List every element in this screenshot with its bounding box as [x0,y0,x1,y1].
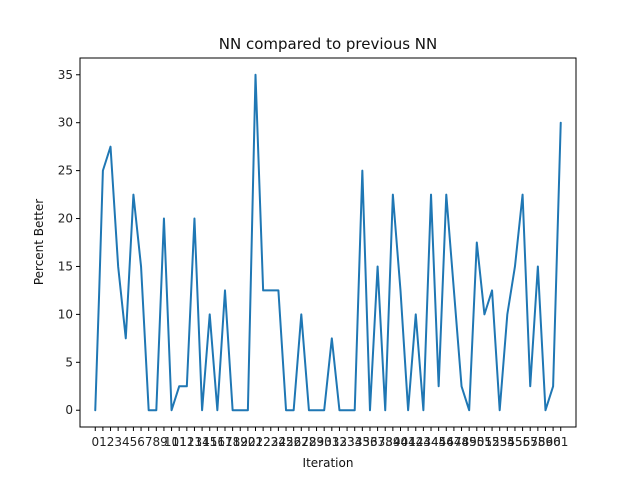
x-tick-label: 38 [378,435,393,449]
y-tick-label: 10 [58,307,73,321]
x-tick-label: 55 [507,435,522,449]
x-tick-label: 6 [137,435,145,449]
x-tick-label: 41 [400,435,415,449]
x-tick-label: 4 [122,435,130,449]
x-tick-label: 43 [416,435,431,449]
x-tick-label: 10 [164,435,179,449]
x-tick-label: 54 [500,435,515,449]
x-tick-label: 40 [393,435,408,449]
x-tick-label: 16 [210,435,225,449]
x-tick-label: 25 [278,435,293,449]
x-tick-label: 51 [477,435,492,449]
y-tick-label: 35 [58,68,73,82]
x-tick-label: 30 [317,435,332,449]
x-tick-label: 39 [385,435,400,449]
x-tick-label: 5 [130,435,138,449]
x-tick-label: 23 [263,435,278,449]
x-tick-label: 21 [248,435,263,449]
y-tick-label: 25 [58,164,73,178]
plot-frame [79,57,577,428]
x-tick-label: 34 [347,435,362,449]
x-tick-label: 28 [301,435,316,449]
x-tick-label: 60 [545,435,560,449]
y-axis-title: Percent Better [32,199,46,285]
x-tick-label: 52 [484,435,499,449]
x-tick-label: 58 [530,435,545,449]
x-tick-label: 9 [160,435,168,449]
x-tick-label: 7 [145,435,153,449]
x-tick-label: 31 [324,435,339,449]
x-tick-label: 37 [370,435,385,449]
x-tick-label: 56 [515,435,530,449]
x-tick-label: 61 [553,435,568,449]
x-tick-label: 20 [240,435,255,449]
x-tick-label: 57 [523,435,538,449]
x-tick-label: 46 [439,435,454,449]
x-tick-label: 35 [355,435,370,449]
x-tick-label: 1 [99,435,107,449]
x-tick-label: 32 [332,435,347,449]
x-tick-label: 45 [431,435,446,449]
x-tick-label: 33 [339,435,354,449]
y-tick-label: 15 [58,259,73,273]
x-tick-label: 17 [217,435,232,449]
y-tick-label: 0 [65,403,73,417]
x-tick-label: 42 [408,435,423,449]
x-tick-label: 13 [187,435,202,449]
x-tick-label: 27 [294,435,309,449]
chart-title: NN compared to previous NN [219,35,437,53]
x-tick-label: 12 [179,435,194,449]
x-tick-label: 15 [202,435,217,449]
x-tick-label: 0 [91,435,99,449]
x-tick-label: 59 [538,435,553,449]
x-tick-label: 11 [172,435,187,449]
x-tick-label: 36 [362,435,377,449]
x-axis-title: Iteration [303,456,354,470]
x-tick-label: 2 [107,435,115,449]
y-tick-label: 20 [58,212,73,226]
x-tick-label: 49 [462,435,477,449]
x-tick-label: 47 [446,435,461,449]
x-tick-label: 18 [225,435,240,449]
x-tick-label: 48 [454,435,469,449]
x-tick-label: 26 [286,435,301,449]
x-tick-label: 14 [194,435,209,449]
x-tick-label: 53 [492,435,507,449]
series-line [94,73,562,412]
y-tick-label: 5 [65,355,73,369]
x-tick-label: 29 [309,435,324,449]
y-tick-label: 30 [58,116,73,130]
x-tick-label: 3 [114,435,122,449]
x-tick-label: 8 [152,435,160,449]
x-tick-label: 50 [469,435,484,449]
x-tick-label: 44 [423,435,438,449]
x-tick-label: 22 [255,435,270,449]
x-tick-label: 24 [271,435,286,449]
x-tick-label: 19 [233,435,248,449]
